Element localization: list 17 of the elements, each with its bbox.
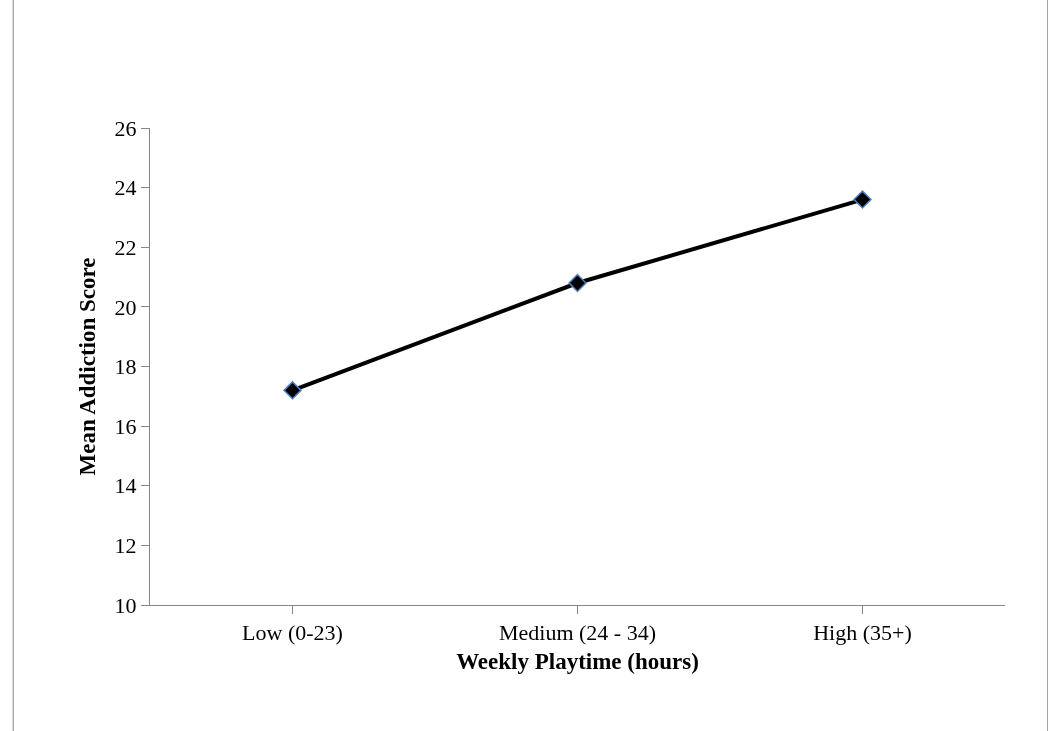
y-tick-label: 22 bbox=[114, 234, 137, 260]
y-tick-label: 18 bbox=[114, 354, 137, 380]
y-tick-label: 10 bbox=[114, 592, 137, 618]
y-tick-label: 24 bbox=[114, 175, 137, 201]
y-tick-label: 20 bbox=[114, 294, 137, 320]
x-tick-label: Low (0-23) bbox=[242, 620, 343, 646]
x-tick-label: Medium (24 - 34) bbox=[498, 620, 657, 646]
point bbox=[568, 273, 587, 293]
y-tick-label: 14 bbox=[114, 473, 137, 499]
y-tick-label: 26 bbox=[114, 115, 137, 141]
y-tick-label: 16 bbox=[114, 413, 137, 439]
x-tick-label: High (35+) bbox=[813, 620, 912, 646]
point bbox=[283, 381, 302, 400]
x-axis-title: Weekly Playtime (hours) bbox=[456, 649, 699, 674]
y-tick-label: 12 bbox=[114, 533, 137, 559]
y-axis-title: Mean Addiction Score bbox=[75, 257, 101, 476]
point bbox=[853, 190, 872, 209]
